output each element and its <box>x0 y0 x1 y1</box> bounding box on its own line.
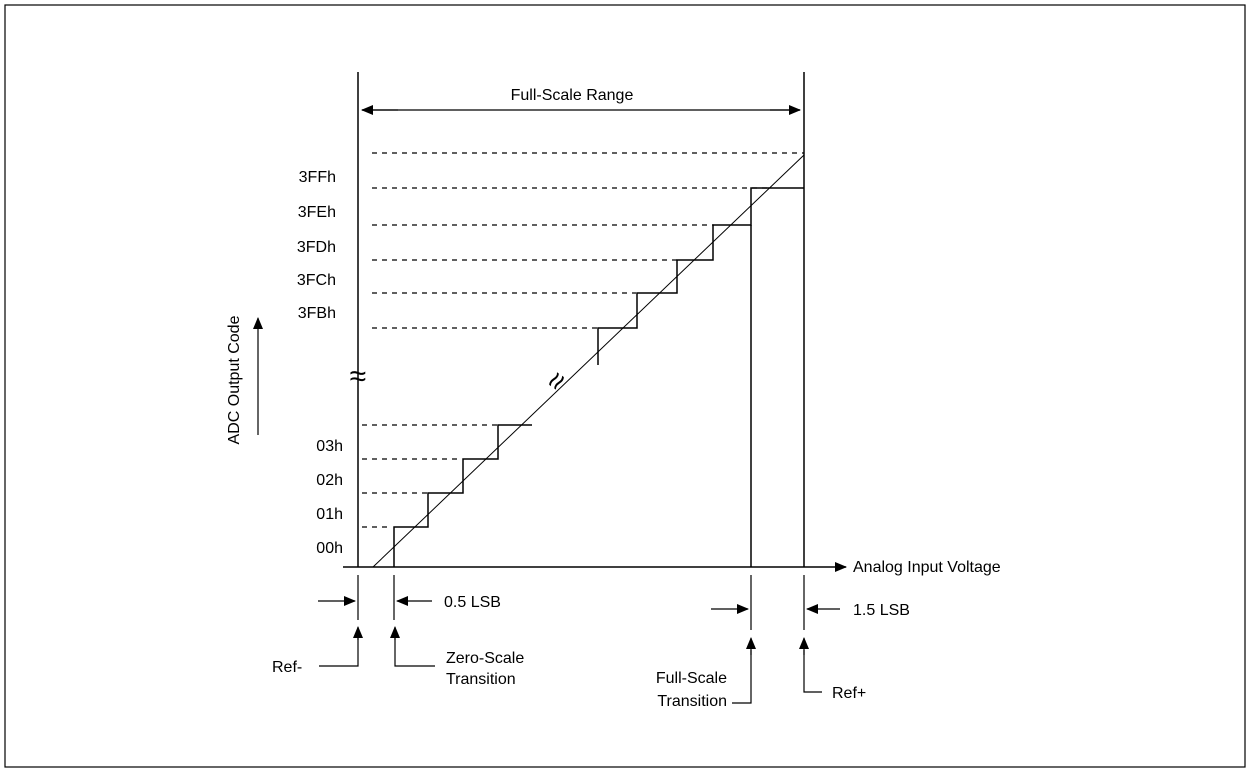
ref-plus-label: Ref+ <box>832 685 866 702</box>
code-label: 3FEh <box>298 204 336 221</box>
axis-break-symbol: ≈ <box>350 360 366 393</box>
code-label: 03h <box>316 438 343 455</box>
code-label: 3FFh <box>299 169 336 186</box>
full-scale-label-line1: Full-Scale <box>656 670 727 687</box>
staircase-high <box>597 187 804 365</box>
ref-plus-callout <box>803 650 822 693</box>
code-labels-low: 03h 02h 01h 00h <box>316 438 343 557</box>
figure-frame <box>4 4 1246 768</box>
code-level-grid-high <box>372 152 804 329</box>
code-label: 3FDh <box>297 239 336 256</box>
zero-scale-label-line2: Transition <box>446 671 516 688</box>
ref-minus-callout <box>319 636 359 667</box>
y-axis-label: ADC Output Code <box>226 315 243 444</box>
ideal-transfer-line <box>372 154 805 568</box>
code-label: 3FBh <box>298 305 336 322</box>
one-half-lsb-label: 1.5 LSB <box>853 602 910 619</box>
code-labels-high: 3FFh 3FEh 3FDh 3FCh 3FBh <box>297 169 336 322</box>
full-scale-label-line2: Transition <box>657 693 727 710</box>
half-lsb-label: 0.5 LSB <box>444 594 501 611</box>
code-level-grid-low <box>362 424 498 528</box>
code-label: 02h <box>316 472 343 489</box>
code-label: 00h <box>316 540 343 557</box>
x-axis-label: Analog Input Voltage <box>853 559 1001 576</box>
line-break-symbol: ≈ <box>539 365 575 397</box>
zero-scale-label-line1: Zero-Scale <box>446 650 524 667</box>
code-label: 01h <box>316 506 343 523</box>
full-scale-callout <box>732 650 752 704</box>
code-label: 3FCh <box>297 272 336 289</box>
zero-scale-callout <box>394 636 435 667</box>
staircase-low <box>393 424 532 567</box>
ref-minus-label: Ref- <box>272 659 302 676</box>
full-scale-range-label: Full-Scale Range <box>511 87 634 104</box>
